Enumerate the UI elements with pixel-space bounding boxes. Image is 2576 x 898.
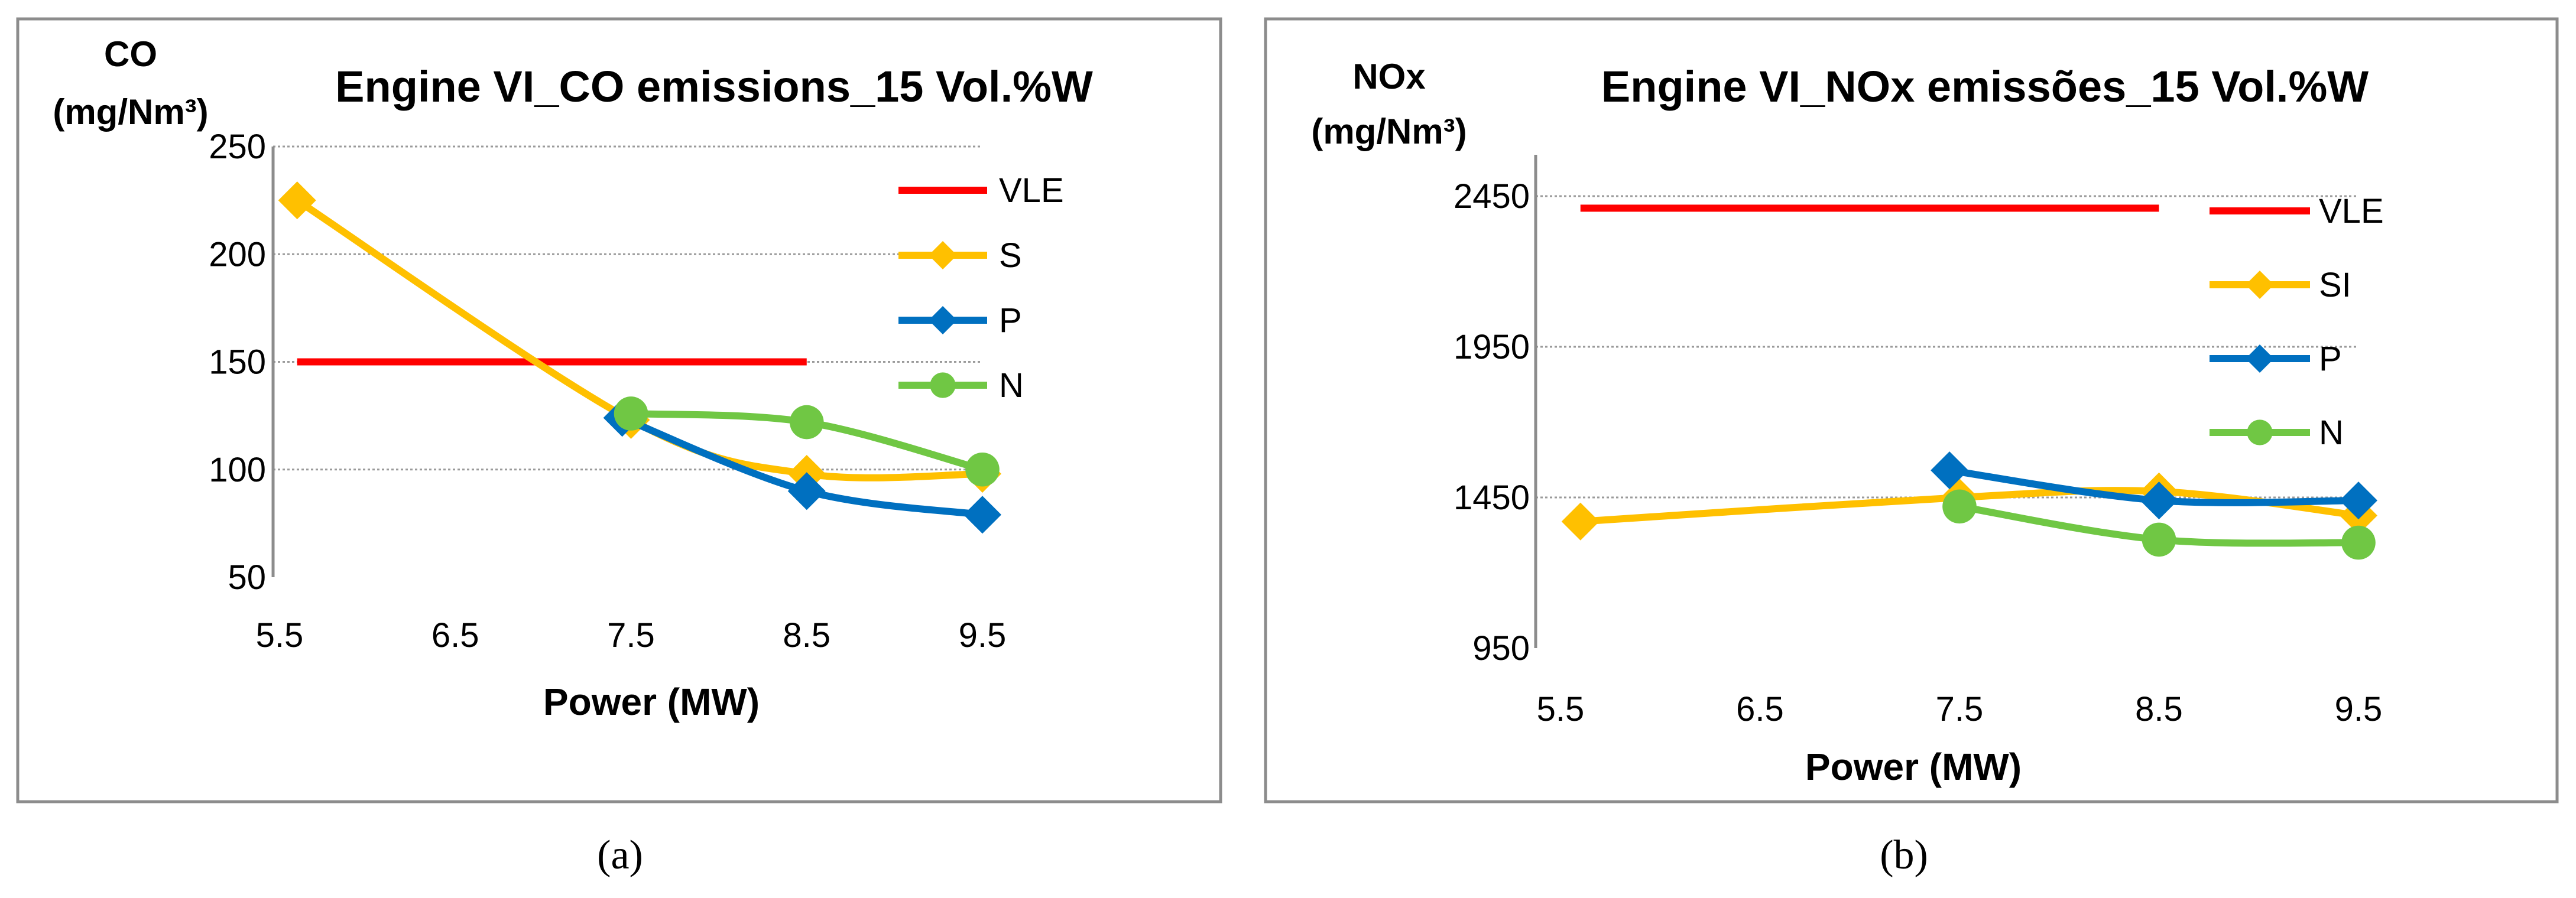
chart-a-xtick-label: 6.5 [432,616,479,655]
chart-b-legend-si-marker [2246,271,2274,299]
chart-a-series-n-point [965,452,1000,487]
chart-b-panel-label: (b) [1880,832,1928,878]
chart-b-series-n-point [1942,489,1977,524]
chart-b-xtick-label: 6.5 [1736,690,1784,728]
chart-b-legend-n-label: N [2319,414,2344,452]
chart-a-legend-p-label: P [999,301,1022,340]
chart-a-y-ticks: 50 100 150 200 250 [209,128,266,597]
chart-a-panel-label: (a) [597,832,643,878]
chart-a-ylabel-line2: (mg/Nm³) [53,92,208,132]
chart-b-legend: VLE SI PN [2210,192,2384,452]
chart-b-series-n-point [2341,525,2376,560]
chart-a-xlabel: Power (MW) [543,681,760,723]
chart-a-ylabel-line1: CO [104,34,157,74]
chart-b-legend-p-label: P [2319,340,2342,378]
chart-b-series-si-point [1561,502,1600,541]
chart-b-legend-p-marker [2246,344,2274,373]
chart-a-legend-n-marker [930,372,956,398]
chart-a-legend-n-label: N [999,366,1024,405]
chart-a: 50 100 150 200 250 5.5 6.5 7.5 8.5 9.5 VLE SPN En… [16,17,1222,803]
chart-b-series-n-point [2142,522,2176,557]
chart-a-ytick-label: 100 [209,451,266,489]
chart-a-xtick-label: 9.5 [959,616,1007,655]
chart-a-legend-vle-label: VLE [999,171,1064,210]
chart-b-xtick-label: 7.5 [1936,690,1984,728]
chart-a-ytick-label: 250 [209,128,266,166]
chart-a-title: Engine VI_CO emissions_15 Vol.%W [335,62,1093,111]
chart-a-legend-s-marker [929,241,957,269]
chart-b-xtick-label: 5.5 [1537,690,1585,728]
chart-a-xtick-label: 8.5 [783,616,830,655]
chart-b-xtick-label: 9.5 [2335,690,2383,728]
chart-a-x-ticks: 5.5 6.5 7.5 8.5 9.5 [256,616,1007,655]
chart-b-legend-n-marker [2247,419,2273,445]
chart-b-xtick-label: 8.5 [2135,690,2183,728]
chart-b-ytick-label: 2450 [1454,177,1530,216]
chart-a-series-n-point [614,396,648,431]
chart-a-series-p-point [963,496,1001,534]
chart-b-title: Engine VI_NOx emissões_15 Vol.%W [1601,62,2369,111]
chart-b-ylabel-line1: NOx [1352,57,1425,96]
chart-a-xtick-label: 7.5 [607,616,655,655]
chart-b-series [1561,204,2377,560]
chart-a-series-n-point [789,405,824,440]
chart-b-series-p-point [1931,451,1969,490]
chart-a-legend-p-marker [929,306,957,334]
chart-a-legend-s-label: S [999,236,1022,275]
chart-a-legend: VLE SPN [898,171,1064,405]
chart-b-xlabel: Power (MW) [1805,746,2022,788]
chart-b-series-p-point [2340,481,2377,520]
chart-b-ylabel-line2: (mg/Nm³) [1311,112,1467,151]
chart-a-series-p-point [787,472,826,510]
chart-a-ytick-label: 150 [209,343,266,382]
chart-b-x-ticks: 5.5 6.5 7.5 8.5 9.5 [1537,690,2383,728]
chart-b-ytick-label: 950 [1472,629,1530,668]
chart-b-frame [1264,17,2559,803]
chart-b-legend-si-label: SI [2319,266,2351,304]
chart-a-series [278,181,1001,534]
chart-b-legend-vle-label: VLE [2319,192,2384,230]
chart-b-ytick-label: 1950 [1454,328,1530,366]
chart-a-series-s-point [278,181,316,220]
chart-b-ytick-label: 1450 [1454,479,1530,517]
chart-a-ytick-label: 50 [228,558,266,597]
chart-a-xtick-label: 5.5 [256,616,304,655]
chart-b-y-ticks: 950 1450 1950 2450 [1454,177,1530,668]
chart-b-series-p-point [2140,481,2178,520]
chart-a-ytick-label: 200 [209,235,266,274]
